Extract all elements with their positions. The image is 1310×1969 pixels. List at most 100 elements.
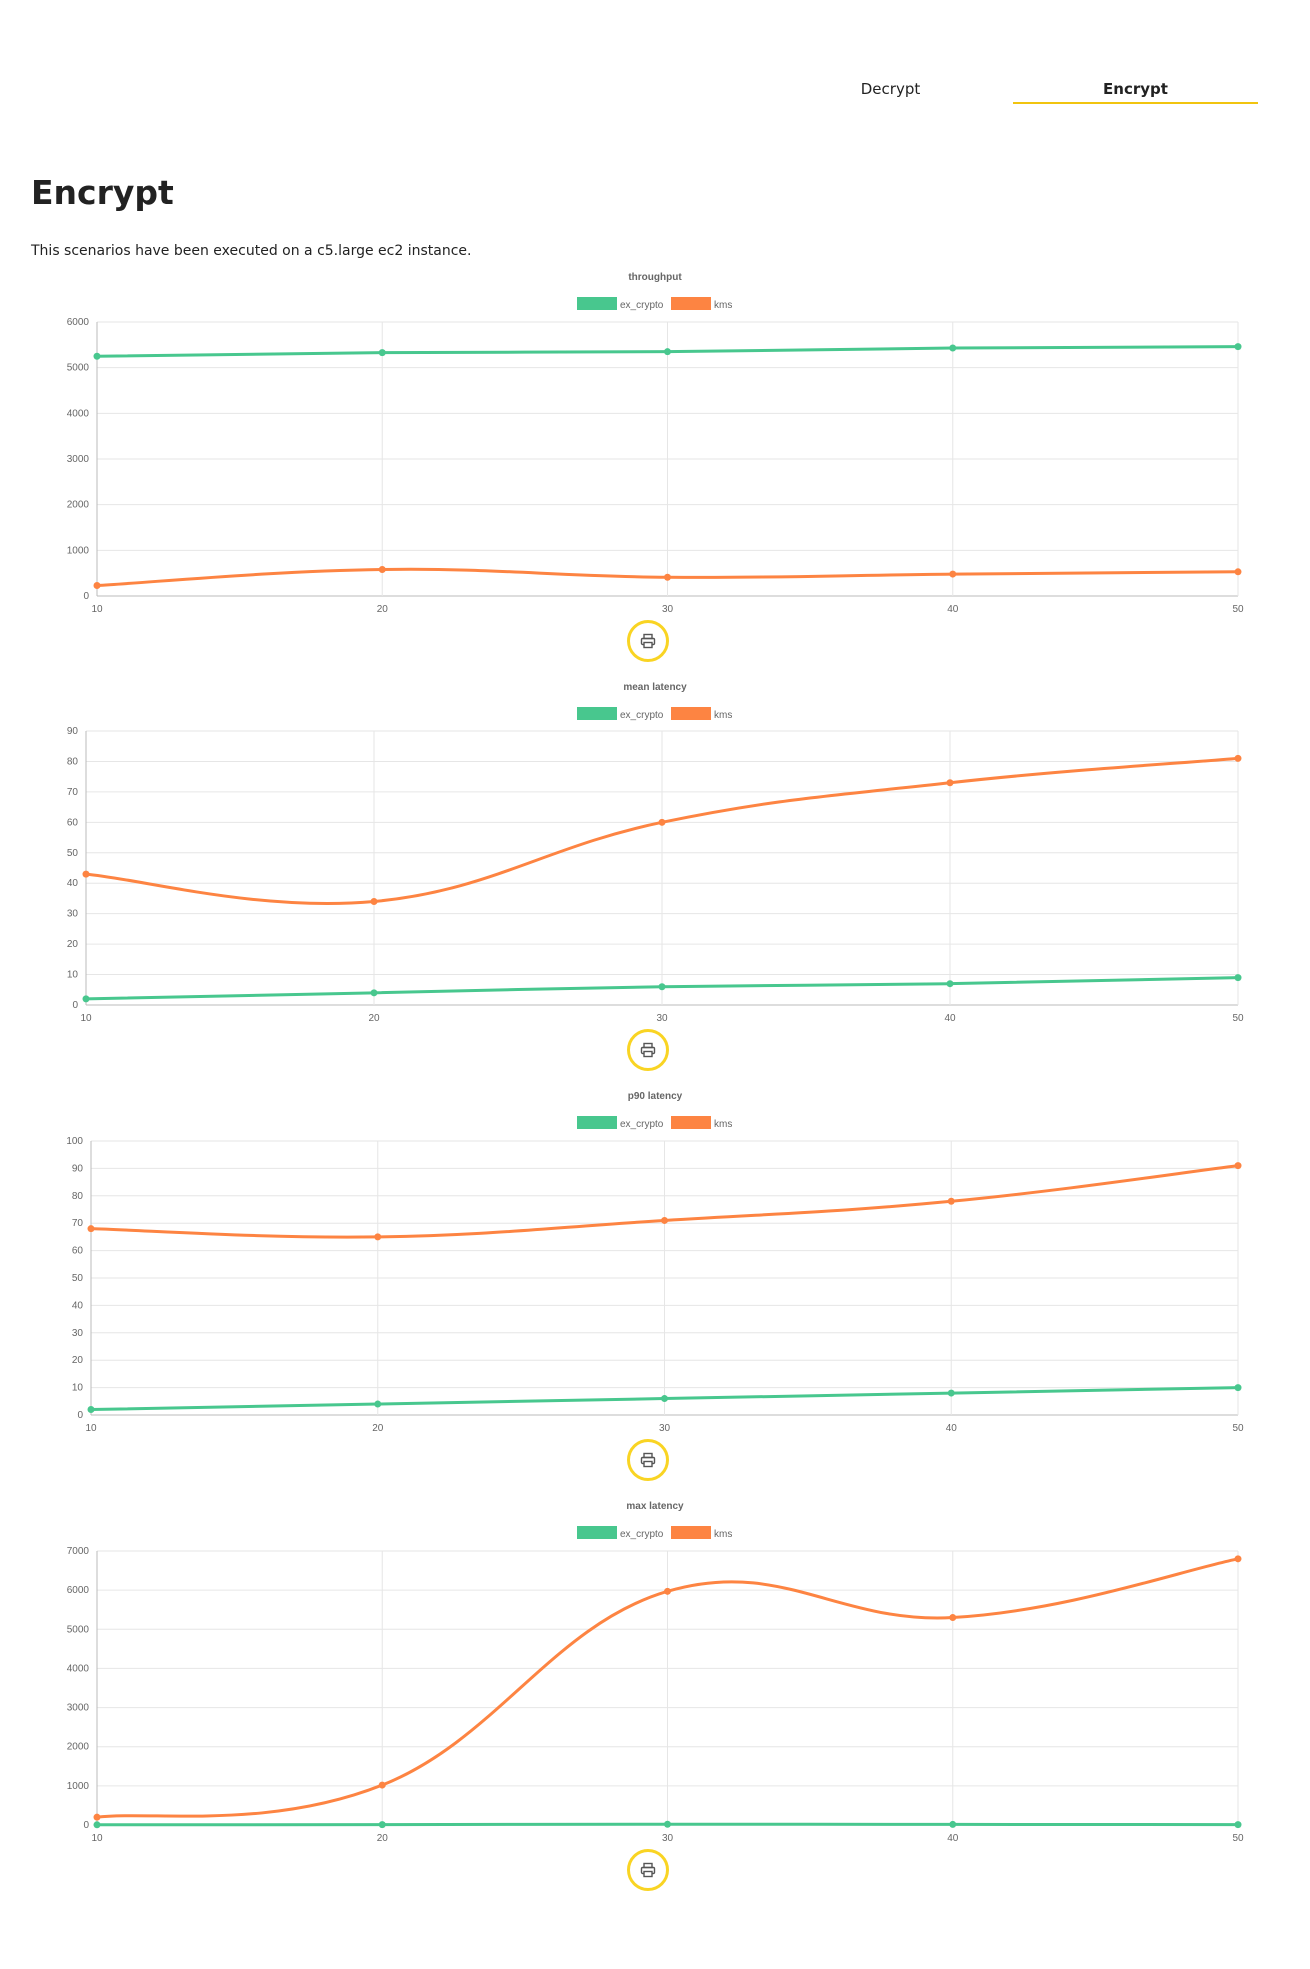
printer-icon [640, 1042, 656, 1058]
chart-title: max latency [626, 1501, 684, 1512]
data-point-ex_crypto [87, 1406, 95, 1414]
printer-icon [640, 1452, 656, 1468]
data-point-kms [87, 1225, 95, 1233]
legend-swatch [577, 707, 617, 720]
x-tick-label: 50 [1232, 1423, 1244, 1434]
x-tick-label: 30 [659, 1423, 671, 1434]
y-tick-label: 90 [67, 726, 79, 737]
legend-item-kms: kms [671, 1526, 732, 1540]
chart-svg: throughput ex_crypto kms 0 1000 2000 3000 4000 5… [67, 272, 1244, 615]
y-tick-label: 4000 [67, 1663, 90, 1674]
chart-0: throughput ex_crypto kms 0 1000 2000 3000 4000 5… [0, 262, 1310, 670]
legend-item-kms: kms [671, 707, 732, 721]
y-tick-label: 20 [67, 939, 79, 950]
chart-2: p90 latency ex_crypto kms 0 10 20 30 40 50 60 70 80… [0, 1081, 1310, 1489]
y-tick-label: 40 [67, 878, 79, 889]
data-point-ex_crypto [949, 1820, 957, 1828]
y-tick-label: 6000 [67, 317, 90, 328]
y-tick-label: 4000 [67, 408, 90, 419]
data-point-ex_crypto [1234, 974, 1242, 982]
x-tick-label: 40 [946, 1423, 958, 1434]
legend-item-kms: kms [671, 1116, 732, 1130]
x-tick-label: 50 [1232, 604, 1244, 615]
legend-item-ex_crypto: ex_crypto [577, 707, 664, 721]
legend-swatch [577, 1116, 617, 1129]
legend-item-ex_crypto: ex_crypto [577, 1116, 664, 1130]
legend-label: kms [714, 300, 732, 311]
legend-label: ex_crypto [620, 300, 664, 311]
tab-decrypt[interactable]: Decrypt [860, 80, 921, 98]
data-point-kms [664, 573, 671, 581]
y-tick-label: 60 [72, 1246, 84, 1257]
y-tick-label: 80 [67, 756, 79, 767]
x-tick-label: 20 [377, 1833, 389, 1844]
data-point-kms [946, 779, 954, 787]
print-chart-button[interactable] [627, 1849, 669, 1891]
y-tick-label: 1000 [67, 545, 90, 556]
data-point-ex_crypto [1234, 1821, 1242, 1829]
data-point-ex_crypto [658, 983, 666, 991]
y-tick-label: 0 [83, 591, 89, 602]
printer-paper-out [643, 1050, 653, 1058]
legend-item-ex_crypto: ex_crypto [577, 1526, 664, 1540]
legend-item-kms: kms [671, 297, 732, 311]
data-point-ex_crypto [661, 1395, 668, 1403]
y-tick-label: 70 [67, 787, 79, 798]
chart-3: max latency ex_crypto kms 0 1000 2000 3000 4000… [0, 1491, 1310, 1899]
data-point-kms [82, 870, 90, 878]
legend-item-ex_crypto: ex_crypto [577, 297, 664, 311]
data-point-kms [947, 1197, 955, 1205]
print-chart-button[interactable] [627, 620, 669, 662]
data-point-kms [93, 1813, 101, 1821]
x-tick-label: 40 [947, 604, 959, 615]
data-point-ex_crypto [378, 349, 386, 357]
legend-label: kms [714, 710, 732, 721]
legend-swatch [671, 297, 711, 310]
data-point-ex_crypto [946, 980, 954, 988]
data-point-ex_crypto [82, 995, 90, 1003]
y-tick-label: 10 [72, 1383, 84, 1394]
y-tick-label: 60 [67, 817, 79, 828]
y-tick-label: 30 [67, 909, 79, 920]
legend-label: ex_crypto [620, 710, 664, 721]
y-tick-label: 10 [67, 970, 79, 981]
x-tick-label: 50 [1232, 1833, 1244, 1844]
print-chart-button[interactable] [627, 1439, 669, 1481]
data-point-ex_crypto [664, 1820, 671, 1828]
data-point-ex_crypto [664, 348, 671, 356]
tab-encrypt[interactable]: Encrypt [1013, 78, 1258, 104]
x-tick-label: 50 [1232, 1013, 1244, 1024]
y-tick-label: 3000 [67, 1703, 90, 1714]
y-tick-label: 1000 [67, 1781, 90, 1792]
data-point-ex_crypto [93, 1821, 101, 1829]
data-point-ex_crypto [370, 989, 378, 997]
data-point-kms [949, 1614, 957, 1622]
legend-swatch [577, 1526, 617, 1539]
y-tick-label: 0 [83, 1820, 89, 1831]
data-point-kms [949, 570, 957, 578]
legend-swatch [671, 1116, 711, 1129]
x-tick-label: 10 [80, 1013, 92, 1024]
y-tick-label: 50 [67, 848, 79, 859]
data-point-kms [664, 1587, 671, 1595]
legend-swatch [671, 1526, 711, 1539]
x-tick-label: 20 [377, 604, 389, 615]
legend-label: ex_crypto [620, 1119, 664, 1130]
print-chart-button[interactable] [627, 1029, 669, 1071]
y-tick-label: 3000 [67, 454, 90, 465]
legend-swatch [577, 297, 617, 310]
y-tick-label: 100 [66, 1136, 83, 1147]
x-tick-label: 30 [656, 1013, 668, 1024]
data-point-ex_crypto [93, 352, 101, 360]
y-tick-label: 20 [72, 1355, 84, 1366]
printer-paper-out [643, 1460, 653, 1468]
printer-icon [640, 633, 656, 649]
y-tick-label: 50 [72, 1273, 84, 1284]
data-point-ex_crypto [378, 1821, 386, 1829]
chart-svg: max latency ex_crypto kms 0 1000 2000 3000 4000… [67, 1501, 1244, 1844]
y-tick-label: 80 [72, 1191, 84, 1202]
data-point-kms [1234, 1555, 1242, 1563]
y-tick-label: 2000 [67, 500, 90, 511]
